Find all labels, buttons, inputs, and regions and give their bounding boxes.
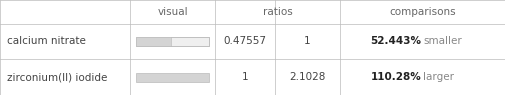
Bar <box>136 37 209 46</box>
Text: 110.28%: 110.28% <box>371 72 422 82</box>
Text: ratios: ratios <box>263 7 292 17</box>
Text: smaller: smaller <box>424 36 462 46</box>
Text: calcium nitrate: calcium nitrate <box>7 36 86 46</box>
Bar <box>136 37 171 46</box>
Text: 0.47557: 0.47557 <box>224 36 267 46</box>
Text: comparisons: comparisons <box>389 7 456 17</box>
Bar <box>136 72 209 82</box>
Text: 2.1028: 2.1028 <box>289 72 326 82</box>
Bar <box>136 37 209 46</box>
Text: 1: 1 <box>304 36 311 46</box>
Text: 1: 1 <box>242 72 248 82</box>
Text: visual: visual <box>157 7 188 17</box>
Text: zirconium(II) iodide: zirconium(II) iodide <box>7 72 108 82</box>
Text: larger: larger <box>424 72 454 82</box>
Text: 52.443%: 52.443% <box>371 36 422 46</box>
